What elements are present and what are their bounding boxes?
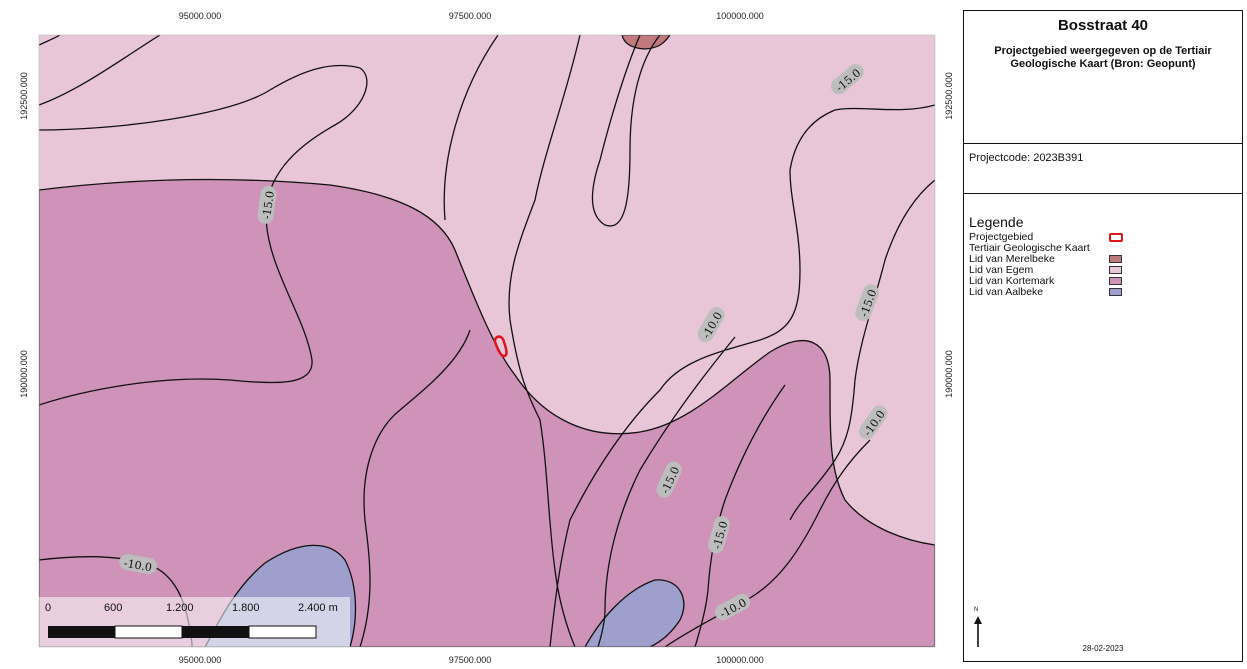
coord-top-1: 95000.000 [178, 11, 222, 21]
geologic-map[interactable]: -15.0 -15.0 -10.0 -15.0 -10.0 [0, 0, 960, 669]
coord-top-2: 97500.000 [448, 11, 492, 21]
map-title: Bosstraat 40 [1057, 17, 1149, 34]
north-label: N [974, 607, 979, 613]
legend-label: Lid van Merelbeke [969, 253, 1055, 265]
legend-title: Legende [969, 214, 1024, 230]
scale-label-600: 600 [104, 602, 122, 614]
legend-label: Projectgebied [969, 231, 1034, 243]
north-arrow-icon: N [972, 607, 984, 647]
contour-label-9: -10.0 [123, 557, 153, 575]
legend-item-merelbeke: Lid van Merelbeke [969, 254, 1237, 265]
project-outline-icon [1109, 233, 1123, 242]
swatch-aalbeke [1109, 288, 1122, 296]
contour-label-1: -15.0 [260, 190, 277, 220]
legend-item-projectgebied: Projectgebied [969, 232, 1237, 243]
project-code: Projectcode: 2023B391 [969, 152, 1084, 164]
map-frame: 95000.000 97500.000 100000.000 95000.000… [0, 0, 960, 669]
coord-bottom-3: 100000.000 [716, 655, 764, 665]
swatch-egem [1109, 266, 1122, 274]
legend-label: Lid van Aalbeke [969, 286, 1044, 298]
project-code-box: Projectcode: 2023B391 [964, 144, 1242, 194]
legend: Legende Projectgebied Tertiair Geologisc… [964, 194, 1242, 298]
coord-top-3: 100000.000 [716, 11, 764, 21]
coord-bottom-2: 97500.000 [448, 655, 492, 665]
legend-label: Lid van Kortemark [969, 275, 1055, 287]
legend-item-tertiair: Tertiair Geologische Kaart [969, 243, 1237, 254]
project-area-outline[interactable] [493, 335, 508, 358]
legend-label: Lid van Egem [969, 264, 1034, 276]
scale-label-1800: 1.800 [232, 602, 260, 614]
scale-label-2400: 2.400 m [298, 602, 338, 614]
legend-item-kortemark: Lid van Kortemark [969, 276, 1237, 287]
swatch-merelbeke [1109, 255, 1122, 263]
scale-label-0: 0 [45, 602, 51, 614]
unit-aalbeke-area-east [584, 579, 685, 647]
scale-label-1200: 1.200 [166, 602, 194, 614]
legend-item-aalbeke: Lid van Aalbeke [969, 287, 1237, 298]
map-subtitle: Projectgebied weergegeven op de Tertiair… [994, 45, 1212, 70]
title-box: Bosstraat 40 Projectgebied weergegeven o… [964, 11, 1242, 144]
legend-item-egem: Lid van Egem [969, 265, 1237, 276]
map-date: 28-02-2023 [1082, 644, 1124, 653]
legend-label: Tertiair Geologische Kaart [969, 242, 1090, 254]
map-sidebar: Bosstraat 40 Projectgebied weergegeven o… [963, 10, 1243, 662]
coord-bottom-1: 95000.000 [178, 655, 222, 665]
contour-lines [39, 35, 935, 647]
scale-bar: 0 600 1.200 1.800 2.400 m [39, 597, 350, 647]
unit-kortemark-area [39, 178, 935, 647]
map-neatline [38, 34, 936, 648]
swatch-kortemark [1109, 277, 1122, 285]
